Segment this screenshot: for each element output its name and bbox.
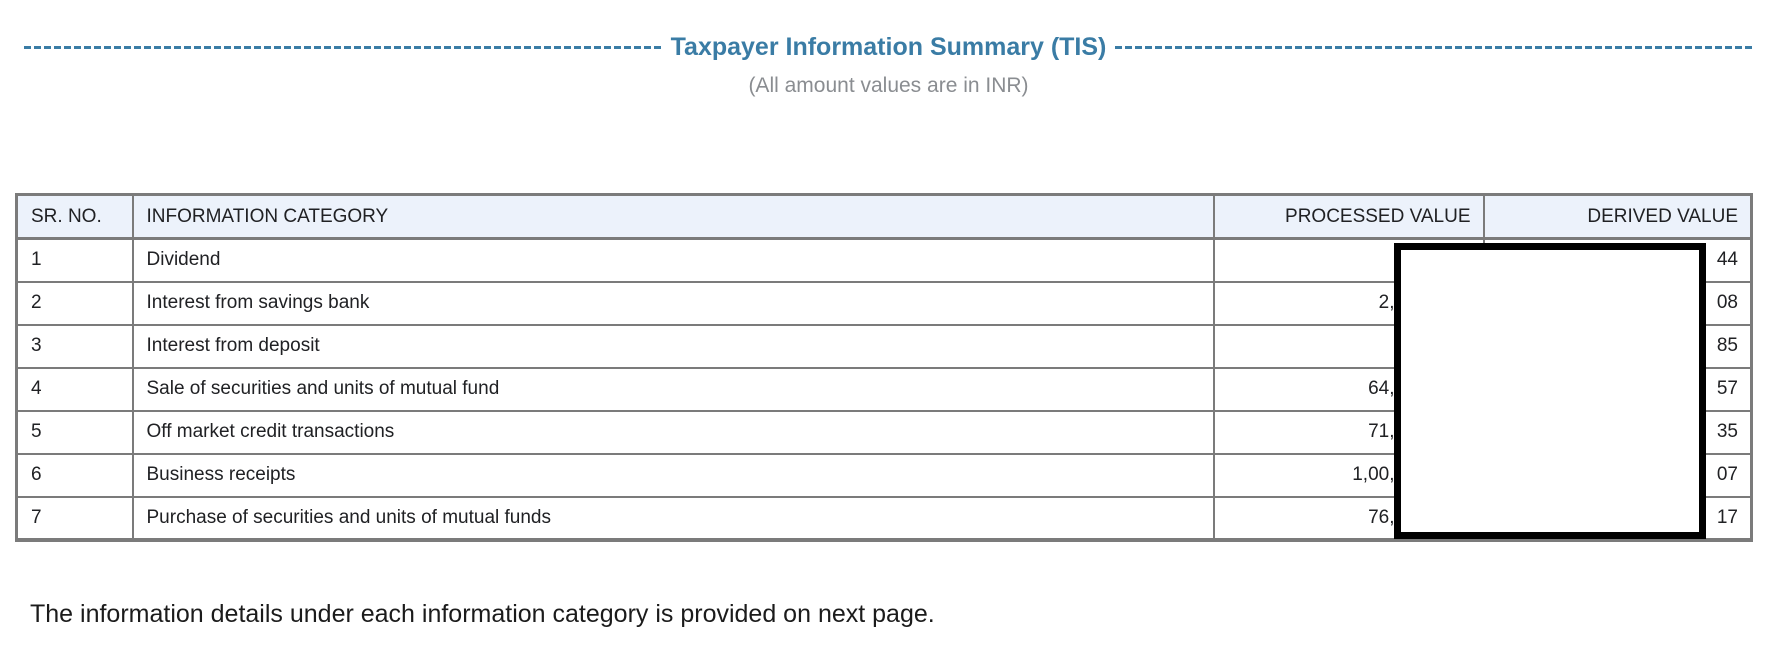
category-label: Interest from deposit (131, 323, 1215, 369)
table-header-row: SR. NO. INFORMATION CATEGORY PROCESSED V… (15, 193, 1753, 240)
sr-no: 2 (15, 280, 134, 326)
redaction-box (1394, 243, 1706, 539)
table-row: 2 Interest from savings bank 2, 08 (15, 280, 1753, 326)
category-label: Interest from savings bank (131, 280, 1215, 326)
tis-title-row: Taxpayer Information Summary (TIS) (0, 31, 1777, 63)
summary-table: SR. NO. INFORMATION CATEGORY PROCESSED V… (15, 193, 1753, 542)
header-information-category: INFORMATION CATEGORY (131, 193, 1215, 240)
category-label: Purchase of securities and units of mutu… (131, 495, 1215, 541)
category-label: Dividend (131, 237, 1215, 283)
sr-no: 6 (15, 452, 134, 498)
title-dash-right (1115, 45, 1753, 49)
page-title: Taxpayer Information Summary (TIS) (670, 32, 1107, 61)
table-row: 5 Off market credit transactions 71, 35 (15, 409, 1753, 455)
sr-no: 3 (15, 323, 134, 369)
sr-no: 5 (15, 409, 134, 455)
category-label: Sale of securities and units of mutual f… (131, 366, 1215, 412)
sr-no: 7 (15, 495, 134, 541)
sr-no: 4 (15, 366, 134, 412)
sr-no: 1 (15, 237, 134, 283)
header-sr-no: SR. NO. (15, 193, 134, 240)
subtitle: (All amount values are in INR) (748, 74, 1029, 97)
category-label: Off market credit transactions (131, 409, 1215, 455)
header-derived-value: DERIVED VALUE (1482, 193, 1753, 240)
header-processed-value: PROCESSED VALUE (1212, 193, 1485, 240)
table-row: 1 Dividend 44 (15, 237, 1753, 283)
title-dash-left (24, 45, 662, 49)
footer-note: The information details under each infor… (30, 600, 935, 628)
category-label: Business receipts (131, 452, 1215, 498)
